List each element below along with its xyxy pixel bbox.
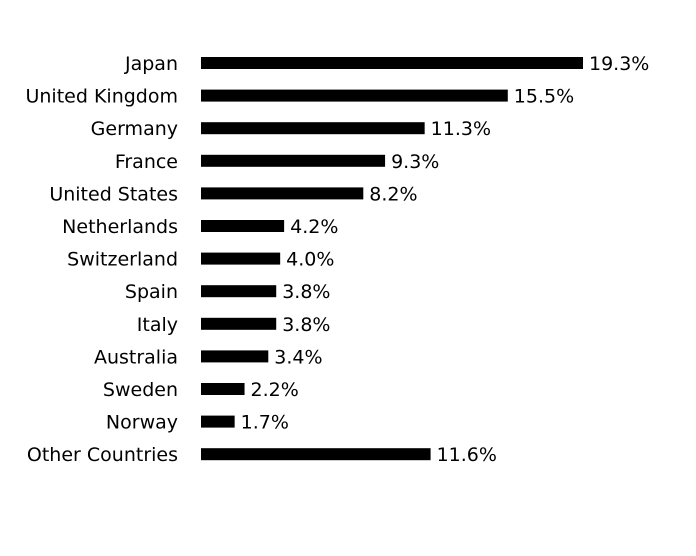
bar-other-countries bbox=[201, 448, 431, 461]
category-label-france: France bbox=[115, 151, 178, 173]
bar-italy bbox=[201, 317, 277, 330]
value-label-united-kingdom: 15.5% bbox=[514, 86, 574, 108]
category-label-germany: Germany bbox=[91, 118, 178, 140]
bar-netherlands bbox=[201, 220, 285, 232]
value-label-spain: 3.8% bbox=[282, 281, 330, 303]
category-label-sweden: Sweden bbox=[103, 379, 178, 401]
value-labels: 19.3% 15.5% 11.3% 9.3% 8.2% 4.2% 4.0% 3.8% 3.8% 3… bbox=[241, 53, 650, 466]
category-label-switzerland: Switzerland bbox=[67, 249, 178, 271]
value-label-sweden: 2.2% bbox=[251, 379, 299, 401]
category-label-japan: Japan bbox=[124, 53, 178, 75]
value-label-norway: 1.7% bbox=[241, 412, 289, 434]
category-label-australia: Australia bbox=[94, 346, 178, 368]
bar-switzerland bbox=[201, 252, 281, 265]
bar-united-states bbox=[201, 187, 364, 200]
category-label-norway: Norway bbox=[106, 412, 178, 434]
category-label-netherlands: Netherlands bbox=[62, 216, 178, 238]
category-label-united-kingdom: United Kingdom bbox=[25, 86, 178, 108]
bar-france bbox=[201, 154, 386, 167]
category-label-spain: Spain bbox=[125, 281, 178, 303]
value-label-italy: 3.8% bbox=[282, 314, 330, 336]
bar-australia bbox=[201, 350, 269, 363]
value-label-switzerland: 4.0% bbox=[286, 249, 334, 271]
value-label-japan: 19.3% bbox=[589, 53, 649, 75]
bar-norway bbox=[201, 415, 235, 428]
value-label-netherlands: 4.2% bbox=[290, 216, 338, 238]
bar-japan bbox=[201, 57, 583, 69]
bar-sweden bbox=[201, 383, 245, 395]
bar-spain bbox=[201, 285, 277, 298]
bar-united-kingdom bbox=[201, 89, 508, 102]
category-labels: Japan United Kingdom Germany France United S… bbox=[25, 53, 178, 466]
value-label-germany: 11.3% bbox=[431, 118, 491, 140]
value-label-other-countries: 11.6% bbox=[437, 444, 497, 466]
category-label-other-countries: Other Countries bbox=[27, 444, 178, 466]
bar-germany bbox=[201, 122, 425, 135]
bars bbox=[201, 57, 583, 461]
category-label-italy: Italy bbox=[137, 314, 178, 336]
value-label-united-states: 8.2% bbox=[369, 183, 417, 205]
value-label-australia: 3.4% bbox=[274, 346, 322, 368]
value-label-france: 9.3% bbox=[391, 151, 439, 173]
category-label-united-states: United States bbox=[49, 183, 178, 205]
